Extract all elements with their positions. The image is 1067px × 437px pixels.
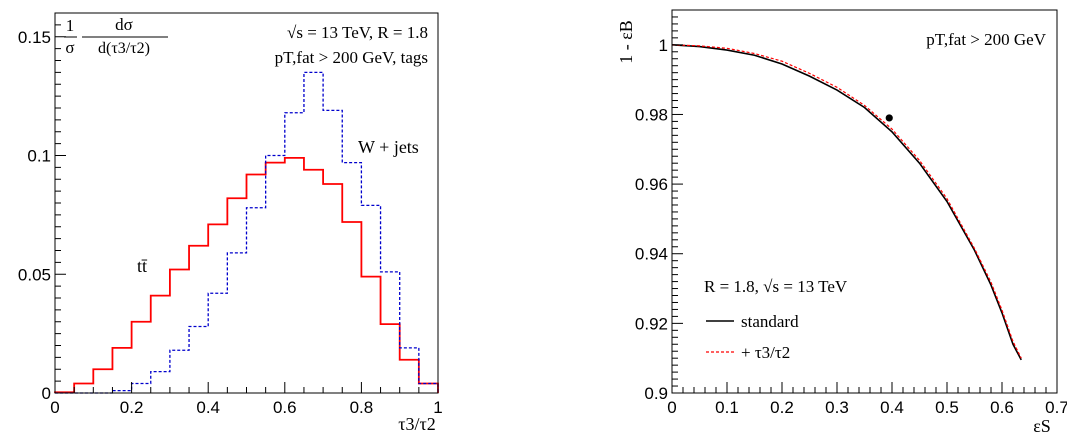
- left-x-tick-label: 1: [433, 398, 442, 417]
- right-y-tick-label: 0.98: [635, 105, 668, 124]
- right-y-tick-label: 1: [659, 36, 668, 55]
- left-histogram-series: [54, 71, 439, 394]
- right-x-tick-label: 0.2: [770, 398, 794, 417]
- left-x-tick-label: 0: [50, 398, 59, 417]
- left-ylabel-dtau: d(τ3/τ2): [98, 40, 150, 57]
- right-plot-frame: [671, 9, 1058, 394]
- curve-standard: [671, 44, 1022, 361]
- right-x-tick-label: 0: [667, 398, 676, 417]
- left-xlabel: τ3/τ2: [398, 414, 435, 434]
- left-y-tick-label: 0.15: [18, 28, 51, 47]
- right-y-tick-label: 0.9: [644, 384, 668, 403]
- left-ylabel-dsigma: dσ: [115, 15, 133, 34]
- left-ylabel-one: 1: [66, 16, 75, 35]
- right-y-tick-label: 0.92: [635, 314, 668, 333]
- left-x-tick-label: 0.2: [120, 398, 144, 417]
- right-x-tick-label: 0.6: [990, 398, 1014, 417]
- left-x-tick-label: 0.6: [273, 398, 297, 417]
- left-axis-ticks: 0 0.2 0.4 0.6 0.8 1 0 0.05 0.1 0.15: [18, 12, 443, 417]
- right-ylabel: 1 - εB: [616, 20, 636, 64]
- left-x-tick-label: 0.8: [350, 398, 374, 417]
- left-histogram-panel: 0 0.2 0.4 0.6 0.8 1 0 0.05 0.1 0.15 1 σ dσ d(τ3/τ…: [18, 12, 443, 434]
- right-y-tick-label: 0.94: [635, 245, 668, 264]
- working-point-marker: [885, 114, 893, 122]
- histogram-line-wjets: [55, 71, 439, 394]
- right-roc-panel: 0 0.1 0.2 0.3 0.4 0.5 0.6 0.7 0.9 0.92 0.94 0.96 0.9…: [616, 9, 1067, 436]
- right-x-tick-label: 0.5: [935, 398, 959, 417]
- right-x-tick-label: 0.7: [1045, 398, 1067, 417]
- left-y-tick-label: 0.05: [18, 265, 51, 284]
- wjets-label: W + jets: [358, 137, 419, 157]
- left-ylabel-sigma: σ: [65, 38, 74, 57]
- right-legend-title: R = 1.8, √s = 13 TeV: [704, 277, 848, 296]
- ttbar-label: tt̄: [137, 256, 147, 276]
- right-y-tick-label: 0.96: [635, 175, 668, 194]
- right-x-tick-label: 0.4: [880, 398, 904, 417]
- right-annotation-pt: pT,fat > 200 GeV: [926, 30, 1046, 49]
- left-annotation-energy: √s = 13 TeV, R = 1.8: [287, 23, 428, 42]
- left-plot-frame: [54, 12, 439, 394]
- right-x-tick-label: 0.1: [715, 398, 739, 417]
- histogram-line-ttbar: [54, 156, 439, 394]
- right-xlabel: εS: [1033, 416, 1051, 436]
- left-y-tick-label: 0: [42, 384, 51, 403]
- right-curve-series: [671, 44, 1022, 361]
- left-annotation-pt: pT,fat > 200 GeV, tags: [275, 48, 428, 67]
- legend-tau-label: + τ3/τ2: [741, 343, 790, 362]
- left-y-tick-label: 0.1: [27, 147, 51, 166]
- curve-tau-ratio: [671, 44, 1022, 359]
- left-x-tick-label: 0.4: [196, 398, 220, 417]
- legend-standard-label: standard: [741, 312, 799, 331]
- right-axis-ticks: 0 0.1 0.2 0.3 0.4 0.5 0.6 0.7 0.9 0.92 0.94 0.96 0.9…: [635, 9, 1067, 417]
- right-x-tick-label: 0.3: [825, 398, 849, 417]
